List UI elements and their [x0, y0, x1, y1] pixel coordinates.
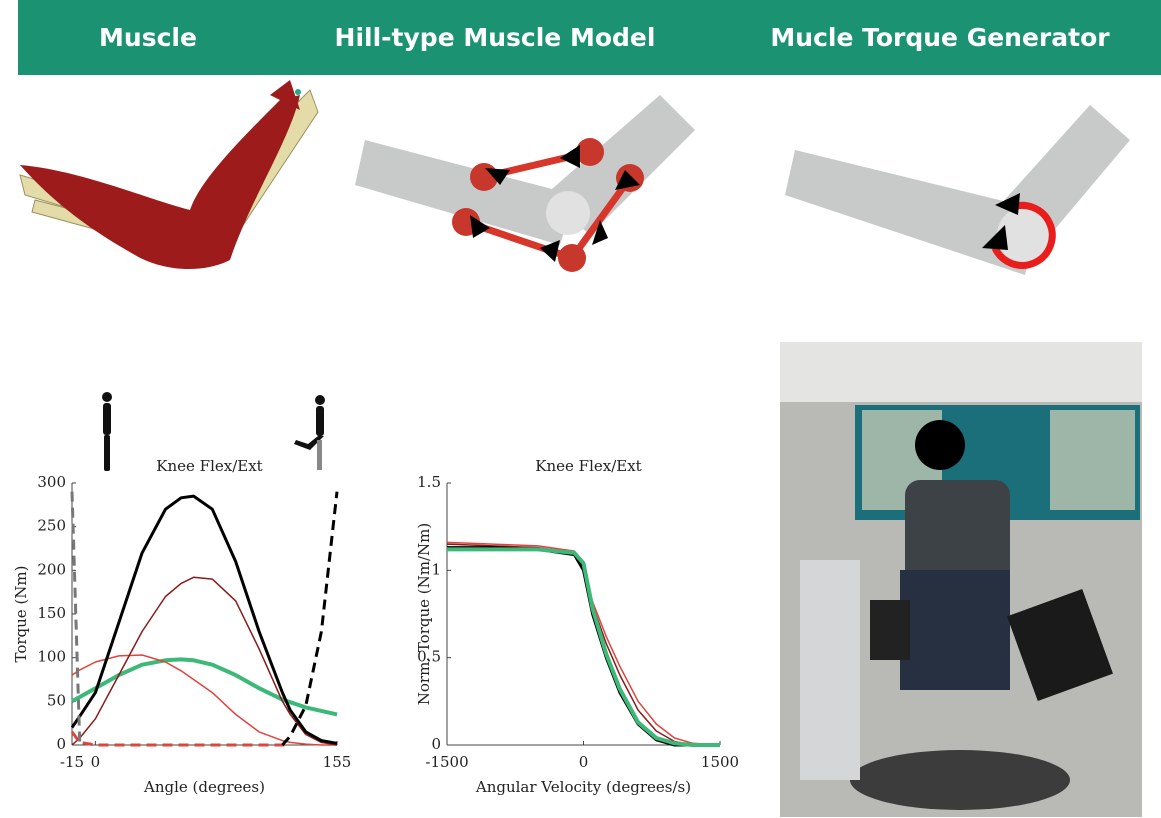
- y-tick-label: 0: [56, 735, 66, 753]
- chart-title: Knee Flex/Ext: [535, 457, 641, 475]
- y-tick-label: 0: [431, 735, 441, 753]
- y-tick-label: 250: [37, 517, 66, 535]
- y-tick-label: 200: [37, 560, 66, 578]
- y-tick-label: 50: [47, 691, 66, 709]
- header-title: Muscle: [99, 23, 197, 52]
- muscle-illustration: [20, 80, 318, 269]
- x-tick-label: 0: [579, 753, 589, 771]
- y-axis-label: Torque (Nm): [12, 565, 30, 662]
- y-tick-label: 150: [37, 604, 66, 622]
- x-tick-label: -1500: [425, 753, 468, 771]
- line-series: [72, 655, 337, 745]
- y-tick-label: 100: [37, 648, 66, 666]
- hill-model-illustration: [355, 95, 695, 272]
- y-tick-label: 300: [37, 473, 66, 491]
- line-series: [72, 732, 290, 745]
- y-axis-label: Norm. Torque (Nm/Nm): [415, 523, 433, 706]
- x-axis-label: Angle (degrees): [143, 778, 265, 796]
- line-series: [447, 548, 720, 745]
- line-series: [72, 492, 80, 745]
- photo: [780, 342, 1142, 817]
- x-tick-label: 1500: [701, 753, 739, 771]
- x-tick-label: -15: [60, 753, 84, 771]
- figure: Muscle Hill-type Muscle Model Mucle Torq…: [0, 0, 1161, 818]
- header-title: Mucle Torque Generator: [770, 23, 1110, 52]
- header-title: Hill-type Muscle Model: [335, 23, 656, 52]
- x-axis-label: Angular Velocity (degrees/s): [475, 778, 691, 796]
- line-series: [447, 549, 720, 745]
- x-tick-label: 0: [91, 753, 101, 771]
- torque-generator-illustration: [785, 105, 1130, 275]
- chart-title: Knee Flex/Ext: [156, 457, 262, 475]
- x-tick-label: 155: [323, 753, 352, 771]
- y-tick-label: 1.5: [417, 473, 441, 491]
